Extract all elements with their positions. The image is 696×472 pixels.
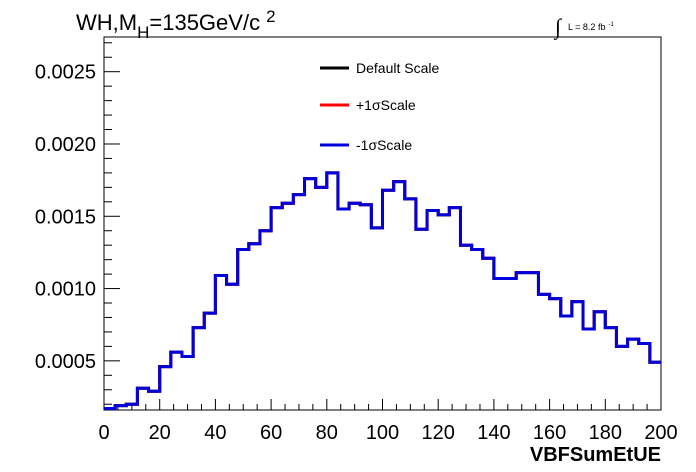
series-line-2: [104, 171, 661, 411]
x-tick-label: 20: [149, 422, 171, 444]
y-tick-label: 0.0010: [35, 279, 96, 301]
x-tick-label: 40: [204, 422, 226, 444]
y-tick-label: 0.0025: [35, 62, 96, 84]
legend: Default Scale +1σScale -1σScale: [320, 60, 439, 153]
svg-text:WH,MH=135GeV/c2: WH,MH=135GeV/c 2: [76, 7, 276, 42]
x-tick-label: 140: [477, 422, 510, 444]
svg-text:L = 8.2 fb-1: L = 8.2 fb -1: [568, 22, 614, 32]
plot-title: WH,MH=135GeV/c 2: [76, 7, 276, 42]
x-tick-label: 80: [316, 422, 338, 444]
luminosity-label: ∫ L = 8.2 fb -1: [553, 14, 614, 40]
title-subscript: H: [137, 23, 149, 42]
x-tick-label: 100: [366, 422, 399, 444]
x-tick-label: 160: [533, 422, 566, 444]
lumi-superscript: -1: [608, 22, 614, 28]
series-layer: [104, 171, 661, 411]
legend-label: +1σScale: [356, 97, 416, 113]
x-tick-label: 180: [589, 422, 622, 444]
y-axis-ticks: 0.0005 0.0010 0.0015 0.0020 0.0025: [35, 42, 120, 405]
legend-label: -1σScale: [356, 137, 412, 153]
y-tick-label: 0.0020: [35, 134, 96, 156]
x-axis-label: VBFSumEtUE: [530, 444, 661, 466]
x-tick-label: 200: [644, 422, 677, 444]
x-tick-label: 60: [260, 422, 282, 444]
x-tick-label: 120: [422, 422, 455, 444]
title-superscript: 2: [266, 7, 275, 26]
x-tick-label: 0: [98, 422, 109, 444]
x-axis-ticks: 0 20 40 60 80 100 120 140 160 180 200: [98, 399, 678, 444]
y-tick-label: 0.0015: [35, 206, 96, 228]
title-main: WH,M: [76, 10, 137, 35]
lumi-text: L = 8.2 fb: [568, 22, 605, 32]
y-tick-label: 0.0005: [35, 351, 96, 373]
legend-label: Default Scale: [356, 60, 439, 76]
integral-symbol: ∫: [553, 14, 563, 40]
title-rest: =135GeV/c: [149, 10, 260, 35]
